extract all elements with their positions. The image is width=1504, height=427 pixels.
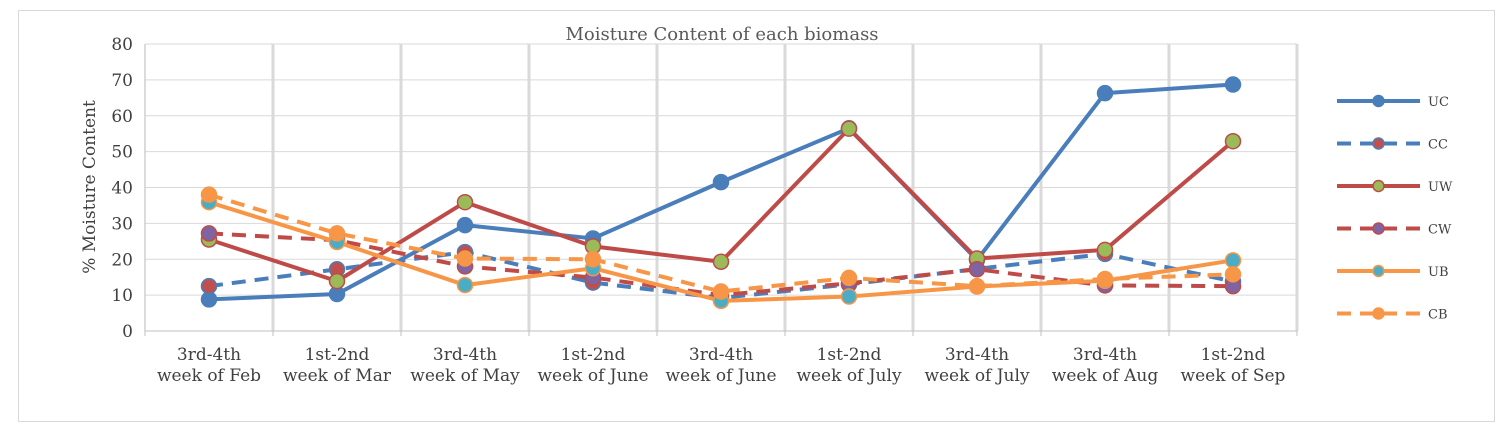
data-point <box>328 272 346 290</box>
data-point <box>840 120 858 137</box>
data-point <box>456 216 474 234</box>
legend-swatch-marker <box>1372 307 1385 320</box>
legend-swatch-marker <box>1372 264 1385 278</box>
y-tick-label: 70 <box>111 71 133 91</box>
data-point <box>1224 266 1242 283</box>
data-point <box>200 186 218 203</box>
legend-item-uc: UC <box>1337 94 1449 110</box>
legend-item-uw: UW <box>1337 179 1453 195</box>
legend-label: CW <box>1428 223 1452 238</box>
legend-label: CC <box>1428 138 1448 153</box>
x-tick-label: 3rd-4th week of Aug <box>1052 345 1159 386</box>
x-tick-labels: 3rd-4th week of Feb 1st-2nd week of Mar 3rd-… <box>157 345 1286 386</box>
data-point <box>456 193 474 211</box>
y-axis-label: % Moisture Content <box>80 100 100 274</box>
data-point <box>456 250 474 267</box>
x-tick-label: 1st-2nd week of June <box>537 345 648 386</box>
data-point <box>712 253 730 271</box>
legend-label: UW <box>1428 180 1453 195</box>
legend-label: UB <box>1428 265 1449 280</box>
y-tick-label: 10 <box>111 286 133 306</box>
chart-frame <box>18 10 1495 422</box>
data-point <box>1096 241 1114 259</box>
data-point <box>200 277 218 295</box>
axes <box>144 44 1298 336</box>
legend-item-cc: CC <box>1337 137 1448 153</box>
data-point <box>1224 132 1242 150</box>
data-point <box>200 225 218 242</box>
data-point <box>968 277 986 295</box>
x-tick-label: 3rd-4th week of June <box>665 345 776 386</box>
x-tick-label: 1st-2nd week of Mar <box>283 345 392 386</box>
legend-item-ub: UB <box>1337 264 1449 280</box>
legend-item-cw: CW <box>1337 222 1452 238</box>
y-tick-label: 0 <box>122 322 133 342</box>
x-tick-label: 3rd-4th week of Feb <box>157 345 261 386</box>
series-uc <box>200 76 1242 308</box>
legend-swatch-marker <box>1372 137 1385 150</box>
data-point <box>1096 270 1114 288</box>
data-point <box>968 261 986 278</box>
y-tick-label: 60 <box>111 107 133 127</box>
chart-title: Moisture Content of each biomass <box>565 24 878 45</box>
data-point <box>712 173 730 191</box>
legend-item-cb: CB <box>1337 307 1448 323</box>
data-point <box>584 251 602 268</box>
data-point <box>1224 252 1242 269</box>
data-point <box>328 225 346 242</box>
data-point <box>840 288 858 305</box>
y-tick-label: 40 <box>111 179 133 199</box>
series-line-cb <box>208 192 1234 294</box>
y-tick-label: 80 <box>111 35 133 55</box>
data-point <box>1224 76 1242 93</box>
legend-label: UC <box>1428 95 1449 110</box>
legend-swatch-marker <box>1372 94 1385 108</box>
data-point <box>456 276 474 294</box>
y-tick-label: 50 <box>111 143 133 163</box>
data-point <box>712 283 730 300</box>
series-uw <box>200 120 1242 290</box>
y-tick-label: 30 <box>111 214 133 234</box>
x-tick-label: 3rd-4th week of May <box>410 345 520 386</box>
y-tick-label: 20 <box>111 250 133 270</box>
x-tick-label: 1st-2nd week of July <box>796 345 902 386</box>
x-tick-label: 1st-2nd week of Sep <box>1181 345 1286 386</box>
legend-swatch-marker <box>1372 179 1385 193</box>
legend-label: CB <box>1428 308 1448 323</box>
data-point <box>1096 84 1114 102</box>
x-tick-label: 3rd-4th week of July <box>924 345 1030 386</box>
y-tick-labels: 0 10 20 30 40 50 60 70 80 <box>111 35 133 342</box>
legend-swatch-marker <box>1372 222 1385 235</box>
series-cb <box>200 186 1242 300</box>
legend: UC CC UW CW UB CB <box>1337 94 1453 323</box>
series-group <box>200 76 1242 310</box>
data-point <box>840 269 858 287</box>
